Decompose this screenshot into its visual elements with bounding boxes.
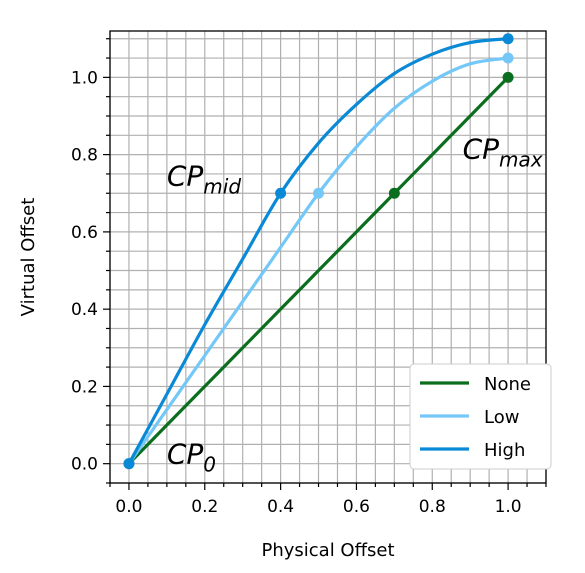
y-tick-label: 0.6	[71, 223, 98, 243]
series-marker-high	[502, 33, 514, 45]
annotations: CPmid CPmax CP0	[167, 132, 543, 476]
y-tick-label: 0.0	[71, 455, 98, 475]
series-marker-none	[388, 187, 400, 199]
series-marker-low	[502, 52, 514, 64]
legend: None Low High	[409, 363, 552, 470]
plot-frame	[109, 30, 547, 484]
legend-label-low: Low	[484, 407, 519, 428]
y-axis-label: Virtual Offset	[18, 198, 39, 317]
x-tick-label: 0.2	[191, 497, 218, 517]
x-tick-label: 0.6	[343, 497, 370, 517]
series-marker-low	[313, 187, 325, 199]
control-point-label-0: CP0	[167, 438, 216, 477]
control-point-label-max: CPmax	[463, 132, 543, 171]
y-tick-label: 0.8	[71, 146, 98, 166]
x-tick-label: 0.8	[419, 497, 446, 517]
control-point-label-mid: CPmid	[167, 160, 241, 199]
axis-ticks: 0.0 0.2 0.4 0.6 0.8 1.0 0.0 0.2 0.4 0.6 0.8 1.0	[71, 38, 547, 517]
y-tick-label: 0.4	[71, 300, 98, 320]
series-line-none	[127, 75, 510, 466]
x-tick-label: 0.4	[267, 497, 294, 517]
x-tick-label: 1.0	[495, 497, 522, 517]
series-marker-high	[275, 187, 287, 199]
y-tick-label: 0.2	[71, 377, 98, 397]
legend-box	[409, 363, 552, 470]
series-marker-none	[502, 71, 514, 83]
series-line-high	[127, 37, 510, 466]
legend-label-high: High	[484, 440, 525, 461]
y-tick-label: 1.0	[71, 68, 98, 88]
x-axis-label: Physical Offset	[261, 540, 394, 561]
legend-label-none: None	[484, 374, 531, 395]
series-marker-high	[123, 458, 135, 470]
x-tick-label: 0.0	[115, 497, 142, 517]
series-layer	[123, 33, 514, 470]
series-line-low	[127, 56, 510, 466]
